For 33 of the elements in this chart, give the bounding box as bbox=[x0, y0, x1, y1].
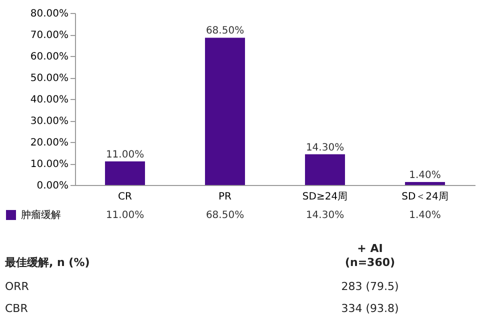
text: (n=360) bbox=[344, 256, 396, 269]
text: CBR bbox=[5, 302, 28, 315]
legend-label: 肿瘤缓解 bbox=[21, 209, 61, 221]
bar bbox=[105, 161, 145, 185]
y-tick-label: 40.00% bbox=[30, 94, 68, 106]
y-tick-label: 20.00% bbox=[30, 138, 68, 148]
bar bbox=[205, 38, 245, 185]
y-tick-label: 10.00% bbox=[30, 159, 68, 170]
text: 334 (93.8) bbox=[341, 302, 399, 315]
x-tick-label: SD＜24周 bbox=[402, 192, 448, 202]
y-tick-label: 60.00% bbox=[30, 52, 68, 62]
y-tick-label: 70.00% bbox=[30, 30, 68, 41]
y-tick-label: 80.00% bbox=[30, 8, 68, 20]
bar bbox=[305, 154, 345, 185]
x-tick-label: SD≥24周 bbox=[302, 192, 348, 202]
y-tick-label: 50.00% bbox=[30, 73, 68, 84]
text: 11.00% bbox=[106, 149, 144, 160]
text: 14.30% bbox=[306, 142, 344, 154]
text: + AI bbox=[357, 242, 383, 255]
text: 最佳缓解, n (%) bbox=[4, 256, 90, 269]
y-tick-label: 0.00% bbox=[36, 180, 68, 192]
data-label: 1.40% bbox=[409, 210, 441, 221]
data-label: 11.00% bbox=[106, 210, 144, 221]
bar bbox=[405, 182, 445, 185]
x-tick-label: PR bbox=[218, 192, 232, 202]
text: 1.40% bbox=[409, 170, 441, 181]
data-label: 14.30% bbox=[306, 210, 344, 221]
text: ORR bbox=[5, 280, 30, 293]
x-tick-label: CR bbox=[118, 192, 132, 202]
text: 68.50% bbox=[206, 26, 244, 37]
text: 283 (79.5) bbox=[341, 280, 399, 293]
data-label: 68.50% bbox=[206, 210, 244, 221]
y-tick-label: 30.00% bbox=[30, 116, 68, 127]
